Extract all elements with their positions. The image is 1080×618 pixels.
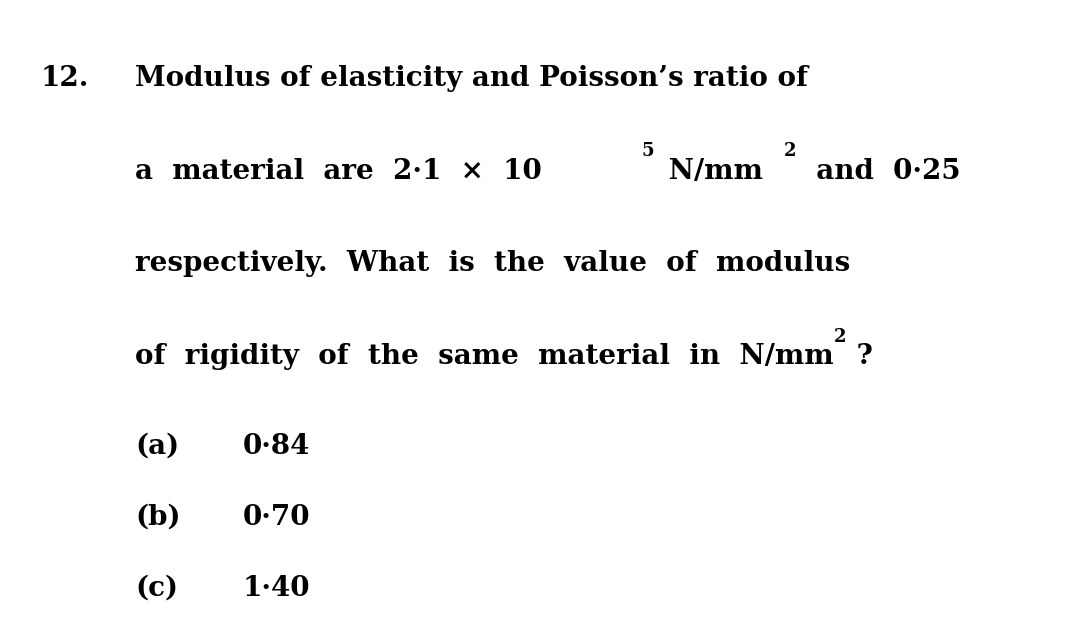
Text: and  0·25: and 0·25 [797,158,961,185]
Text: 2: 2 [834,328,847,345]
Text: respectively.  What  is  the  value  of  modulus: respectively. What is the value of modul… [135,250,850,277]
Text: (b): (b) [135,504,180,531]
Text: 1·40: 1·40 [243,575,311,602]
Text: (c): (c) [135,575,178,602]
Text: of  rigidity  of  the  same  material  in  N/mm: of rigidity of the same material in N/mm [135,343,834,370]
Text: Modulus of elasticity and Poisson’s ratio of: Modulus of elasticity and Poisson’s rati… [135,65,808,92]
Text: (a): (a) [135,433,179,460]
Text: a  material  are  2·1  ×  10: a material are 2·1 × 10 [135,158,542,185]
Text: 0·70: 0·70 [243,504,311,531]
Text: 0·84: 0·84 [243,433,310,460]
Text: 5: 5 [642,142,654,160]
Text: N/mm: N/mm [659,158,762,185]
Text: 12.: 12. [41,65,90,92]
Text: 2: 2 [784,142,797,160]
Text: ?: ? [847,343,873,370]
